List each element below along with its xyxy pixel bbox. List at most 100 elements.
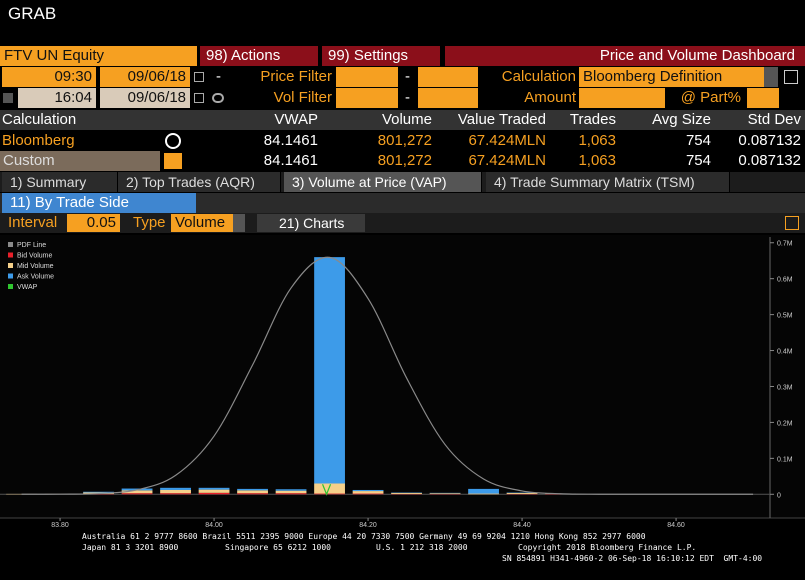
vol-min[interactable]: [336, 88, 398, 108]
volume-bar: [506, 492, 538, 494]
x-tick-label: 84.60: [667, 522, 685, 529]
legend-swatch: [8, 242, 13, 247]
pdf-line: [21, 256, 754, 495]
table-cell: 84.1461: [263, 132, 318, 149]
legend-label: VWAP: [17, 284, 38, 291]
separator: -: [405, 68, 410, 85]
table-cell[interactable]: Custom: [0, 151, 160, 171]
table-cell: 754: [685, 152, 711, 169]
type-label: Type: [133, 214, 166, 231]
x-tick-label: 83.80: [51, 522, 69, 529]
volume-bar: [121, 493, 153, 495]
y-tick-label: 0.1M: [777, 456, 793, 463]
type-select[interactable]: Volume: [171, 214, 233, 232]
dropdown-arrow[interactable]: [764, 67, 778, 87]
footer-office: Singapore 65 6212 1000: [225, 543, 331, 552]
charts-button[interactable]: 21) Charts: [257, 214, 365, 232]
start-date[interactable]: 09/06/18: [100, 67, 190, 87]
export-icon[interactable]: [785, 216, 799, 230]
participation-label: @ Part%: [680, 89, 741, 106]
volume-bar: [237, 488, 268, 491]
legend-swatch: [8, 252, 13, 258]
participation-input[interactable]: [747, 88, 779, 108]
footer-office: Japan 81 3 3201 8900: [82, 543, 179, 552]
price-filter-label: Price Filter: [260, 68, 332, 85]
start-time[interactable]: 09:30: [2, 67, 96, 87]
legend-label: Mid Volume: [17, 263, 54, 270]
table-cell: 67.424MLN: [468, 152, 546, 169]
legend-swatch: [8, 284, 13, 289]
dropdown-arrow[interactable]: [233, 214, 245, 232]
table-cell: 801,272: [377, 132, 432, 149]
separator: -: [216, 68, 221, 85]
table-cell: 1,063: [578, 132, 616, 149]
volume-bar: [314, 483, 345, 494]
calculation-label: Calculation: [501, 68, 576, 85]
y-tick-label: 0.5M: [777, 313, 793, 320]
volume-bar: [468, 493, 499, 495]
volume-bar: [275, 490, 307, 494]
legend-label: Ask Volume: [17, 274, 54, 281]
info-icon[interactable]: [165, 133, 181, 149]
column-header: Volume: [381, 111, 432, 128]
volume-bar: [275, 489, 307, 491]
volume-chart: 0 0.1M 0.2M 0.3M 0.4M 0.5M 0.6M 0.7M 83.80 84.00 8…: [0, 235, 805, 529]
table-cell: 801,272: [377, 152, 432, 169]
refresh-icon[interactable]: [212, 93, 224, 103]
legend-label: PDF Line: [17, 242, 46, 249]
tab[interactable]: 4) Trade Summary Matrix (TSM): [486, 172, 730, 192]
volume-bar: [391, 492, 422, 494]
table-cell: 0.087132: [738, 152, 801, 169]
volume-bar: [314, 493, 345, 495]
legend-swatch: [8, 273, 13, 279]
settings-menu[interactable]: 99) Settings: [322, 46, 440, 66]
y-tick-label: 0.2M: [777, 420, 793, 427]
amount-input[interactable]: [579, 88, 665, 108]
tab-active[interactable]: 3) Volume at Price (VAP): [284, 172, 482, 192]
tab[interactable]: 2) Top Trades (AQR): [118, 172, 281, 192]
apply-icon[interactable]: [164, 153, 182, 169]
trade-side-button[interactable]: 11) By Trade Side: [2, 193, 196, 213]
checkbox[interactable]: [3, 93, 13, 103]
amount-label: Amount: [524, 89, 576, 106]
footer-office: U.S. 1 212 318 2000: [376, 543, 468, 552]
x-tick-label: 84.20: [359, 522, 377, 529]
interval-input[interactable]: 0.05: [67, 214, 120, 232]
price-min[interactable]: [336, 67, 398, 87]
vwap-marker: [321, 484, 332, 496]
volume-bar: [352, 489, 384, 492]
volume-bar: [275, 493, 307, 495]
vol-filter-label: Vol Filter: [273, 89, 332, 106]
volume-bar: [352, 493, 384, 495]
control-bar: [0, 213, 805, 233]
volume-bar: [468, 488, 499, 494]
separator: -: [405, 89, 410, 106]
footer-copyright: Copyright 2018 Bloomberg Finance L.P.: [518, 543, 697, 552]
table-cell: 0.087132: [738, 132, 801, 149]
calculation-select[interactable]: Bloomberg Definition: [579, 67, 764, 87]
vol-max[interactable]: [418, 88, 478, 108]
table-cell: 1,063: [578, 152, 616, 169]
calendar-icon[interactable]: [194, 93, 204, 103]
price-max[interactable]: [418, 67, 478, 87]
dashboard-title: Price and Volume Dashboard: [445, 46, 805, 66]
volume-bar: [429, 493, 461, 494]
column-header: Avg Size: [652, 111, 711, 128]
column-header: Trades: [569, 111, 616, 128]
export-icon[interactable]: [784, 70, 798, 84]
volume-bar: [352, 491, 384, 494]
calendar-icon[interactable]: [194, 72, 204, 82]
tab[interactable]: 1) Summary: [2, 172, 118, 192]
x-tick-label: 84.40: [513, 522, 531, 529]
end-time[interactable]: 16:04: [18, 88, 96, 108]
actions-menu[interactable]: 98) Actions: [200, 46, 318, 66]
volume-bar: [83, 491, 114, 493]
window-title: GRAB: [8, 4, 57, 23]
end-date[interactable]: 09/06/18: [100, 88, 190, 108]
security-input[interactable]: FTV UN Equity: [0, 46, 197, 66]
volume-bar: [160, 489, 191, 494]
column-header: Value Traded: [457, 111, 546, 128]
volume-bar: [160, 493, 191, 495]
y-tick-label: 0.6M: [777, 277, 793, 284]
